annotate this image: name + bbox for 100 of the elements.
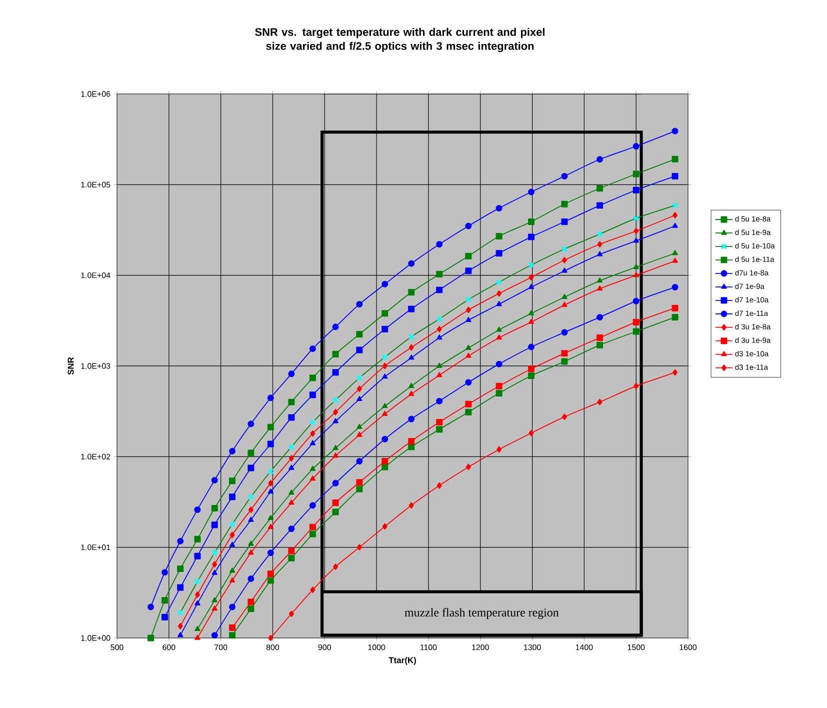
point: [466, 464, 471, 470]
point: [436, 418, 443, 426]
point: [310, 430, 316, 437]
point: [212, 597, 218, 602]
point: [148, 634, 154, 642]
point: [267, 577, 274, 584]
point: [248, 598, 254, 606]
point: [229, 448, 236, 454]
point: [408, 354, 414, 360]
point: [248, 606, 254, 612]
point: [332, 480, 339, 486]
point: [229, 568, 236, 573]
point: [528, 344, 534, 350]
point: [162, 597, 168, 604]
point: [672, 250, 678, 256]
point: [382, 523, 388, 530]
point: [332, 508, 339, 516]
point: [212, 570, 218, 575]
point: [596, 202, 604, 209]
point: [633, 238, 639, 243]
point: [310, 476, 316, 481]
point: [408, 382, 414, 388]
point: [436, 482, 442, 489]
point: [310, 586, 316, 594]
point: [672, 222, 678, 228]
point: [177, 632, 184, 638]
point: [408, 344, 414, 351]
point: [528, 372, 534, 380]
point: [436, 398, 443, 404]
point: [528, 274, 534, 281]
point: [597, 398, 602, 406]
point: [561, 350, 568, 357]
point: [194, 552, 201, 560]
point: [596, 286, 603, 291]
point: [288, 548, 295, 554]
point: [356, 432, 362, 437]
point: [212, 561, 218, 568]
point: [382, 326, 388, 332]
point: [332, 324, 339, 330]
point: [332, 350, 339, 358]
point: [211, 476, 218, 484]
point: [194, 591, 200, 598]
point: [633, 264, 639, 270]
point: [382, 362, 388, 370]
point: [177, 584, 184, 591]
point: [632, 143, 640, 150]
point: [561, 200, 568, 208]
point: [310, 466, 316, 471]
point: [562, 414, 568, 420]
point: [596, 185, 604, 192]
point: [332, 500, 339, 506]
point: [436, 286, 443, 294]
point: [309, 374, 316, 382]
point: [562, 302, 568, 307]
point: [267, 424, 274, 430]
point: [528, 188, 534, 196]
point: [332, 452, 338, 458]
point: [356, 479, 363, 486]
point: [288, 526, 295, 532]
point: [596, 334, 604, 341]
point: [211, 632, 218, 639]
point: [465, 252, 472, 260]
point: [561, 172, 568, 180]
point: [248, 550, 254, 555]
point: [268, 480, 274, 486]
point: [267, 550, 274, 556]
point: [356, 386, 362, 392]
point: [288, 610, 294, 618]
point: [672, 172, 678, 180]
point: [288, 455, 294, 462]
point: [634, 382, 639, 390]
point: [466, 316, 472, 322]
point: [333, 564, 338, 570]
point: [382, 458, 388, 464]
point: [496, 204, 502, 212]
point: [408, 502, 414, 509]
point: [356, 424, 362, 429]
point: [436, 270, 443, 278]
point: [332, 444, 338, 450]
point: [632, 328, 640, 335]
point: [356, 458, 363, 464]
point: [465, 379, 472, 386]
point: [632, 298, 640, 304]
point: [248, 516, 254, 522]
point: [229, 494, 236, 500]
point: [496, 290, 502, 297]
point: [562, 256, 568, 264]
point: [466, 352, 472, 358]
point: [194, 626, 200, 632]
point: [672, 258, 678, 263]
point: [268, 514, 274, 520]
point: [332, 369, 339, 376]
point: [408, 306, 415, 312]
point: [597, 241, 602, 248]
point: [496, 360, 502, 368]
point: [194, 506, 201, 513]
point: [229, 624, 236, 631]
point: [268, 488, 274, 494]
point: [268, 634, 274, 642]
point: [356, 544, 362, 551]
